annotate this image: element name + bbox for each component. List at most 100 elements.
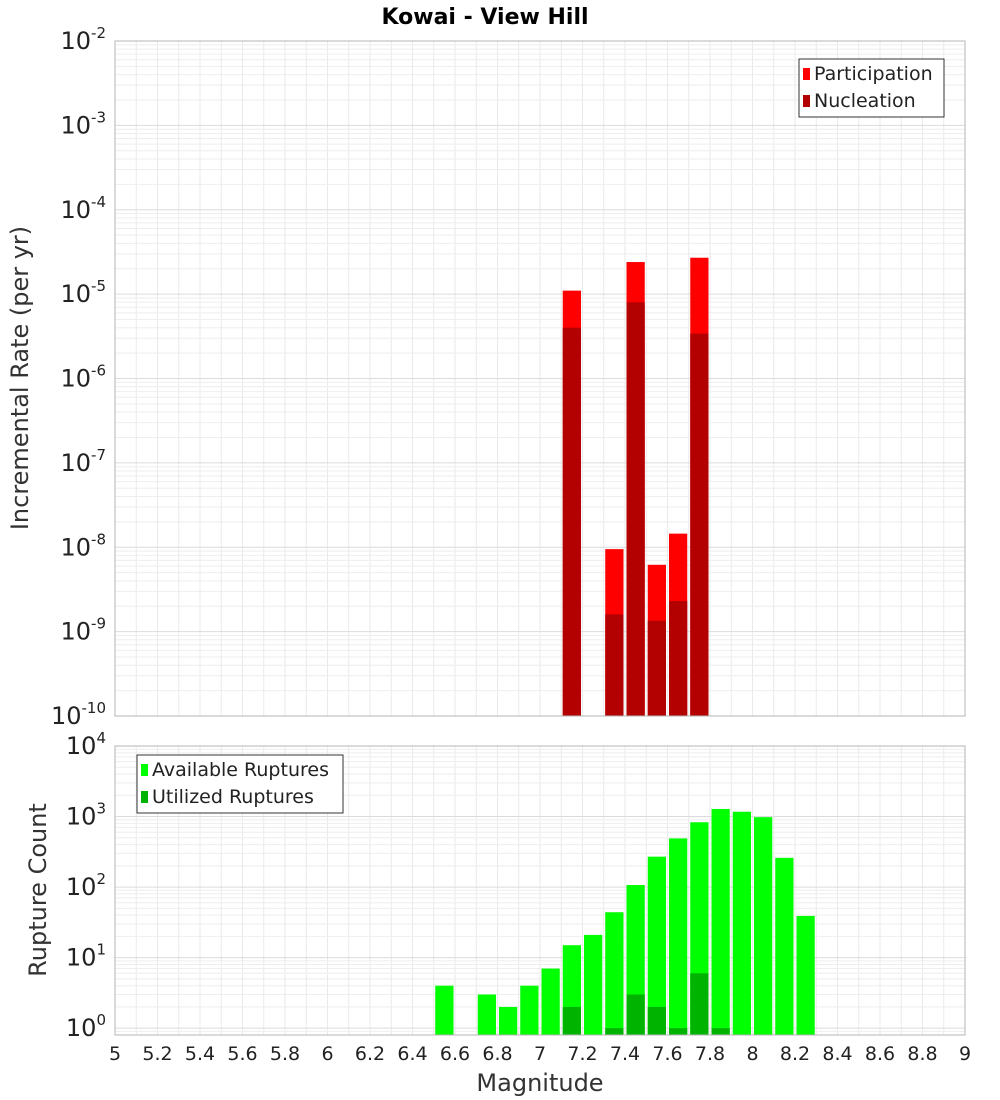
x-tick-label: 8 bbox=[746, 1043, 758, 1065]
y-tick-exponent: 0 bbox=[96, 1011, 106, 1029]
y-tick-label: 10-8 bbox=[60, 530, 106, 561]
y-tick-base: 10 bbox=[60, 365, 91, 393]
rate-plot-frame bbox=[114, 40, 966, 717]
y-tick-label: 102 bbox=[66, 870, 106, 901]
bar-overlay-7-35 bbox=[605, 1028, 624, 1035]
legend-label: Utilized Ruptures bbox=[152, 786, 314, 808]
y-tick-exponent: -3 bbox=[91, 108, 106, 126]
y-tick-exponent: -2 bbox=[91, 24, 106, 42]
y-tick-base: 10 bbox=[66, 944, 97, 972]
bar-7-35 bbox=[605, 912, 624, 1035]
bar-overlay-7-75 bbox=[690, 333, 709, 716]
legend-swatch bbox=[803, 95, 810, 107]
bar-overlay-7-55 bbox=[647, 1006, 666, 1035]
x-tick-label: 6.2 bbox=[355, 1043, 385, 1065]
x-tick-label: 7 bbox=[534, 1043, 546, 1065]
bar-7-25 bbox=[584, 934, 603, 1035]
y-tick-exponent: -5 bbox=[91, 277, 106, 295]
y-tick-base: 10 bbox=[60, 111, 91, 139]
legend-label: Participation bbox=[814, 63, 933, 85]
x-tick-label: 6.4 bbox=[397, 1043, 427, 1065]
legend-swatch bbox=[141, 764, 148, 776]
bar-overlay-7-65 bbox=[669, 1028, 688, 1035]
legend-box bbox=[136, 754, 344, 814]
bar-7-65 bbox=[669, 838, 688, 1035]
y-tick-base: 10 bbox=[60, 280, 91, 308]
magnitude-x-tick-labels: 5 5.2 5.4 5.6 5.8 6 6.2 6.4 6.6 6.8 7 7.2 7.4 7.6 7.8 8… bbox=[109, 1043, 971, 1065]
y-tick-label: 10-3 bbox=[60, 108, 106, 139]
legend-swatch bbox=[803, 68, 810, 80]
bar-overlay-7-65 bbox=[669, 601, 688, 716]
y-tick-base: 10 bbox=[66, 1014, 97, 1042]
bar-overlay-7-35 bbox=[605, 614, 624, 716]
y-tick-base: 10 bbox=[66, 873, 97, 901]
y-tick-exponent: -4 bbox=[91, 193, 106, 211]
rate-y-axis-label: Incremental Rate (per yr) bbox=[6, 226, 34, 530]
x-tick-label: 7.8 bbox=[695, 1043, 725, 1065]
y-tick-label: 10-9 bbox=[60, 615, 106, 646]
bar-8-05 bbox=[754, 817, 773, 1035]
y-tick-label: 10-10 bbox=[51, 699, 106, 730]
bar-overlay-7-45 bbox=[626, 994, 645, 1035]
count-y-axis-label: Rupture Count bbox=[24, 803, 52, 977]
bar-7-85 bbox=[711, 808, 730, 1035]
rate-grid bbox=[114, 41, 966, 717]
rate-legend: Participation Nucleation bbox=[798, 58, 945, 118]
x-tick-label: 7.2 bbox=[567, 1043, 597, 1065]
y-tick-label: 10-7 bbox=[60, 446, 106, 477]
legend-box bbox=[798, 58, 945, 118]
bar-overlay-7-45 bbox=[626, 302, 645, 716]
x-tick-label: 6 bbox=[321, 1043, 333, 1065]
y-tick-exponent: 4 bbox=[96, 729, 106, 747]
y-tick-label: 100 bbox=[66, 1011, 106, 1042]
count-plot-frame bbox=[114, 745, 966, 1036]
x-tick-label: 8.6 bbox=[865, 1043, 895, 1065]
y-tick-base: 10 bbox=[60, 196, 91, 224]
x-tick-label: 5.8 bbox=[270, 1043, 300, 1065]
y-tick-exponent: -6 bbox=[91, 362, 106, 380]
x-tick-label: 5.6 bbox=[227, 1043, 257, 1065]
y-tick-label: 10-6 bbox=[60, 362, 106, 393]
y-tick-label: 101 bbox=[66, 941, 106, 972]
bar-6-75 bbox=[477, 994, 496, 1035]
legend-label: Nucleation bbox=[814, 90, 916, 112]
y-tick-exponent: -7 bbox=[91, 446, 106, 464]
x-tick-label: 6.6 bbox=[440, 1043, 470, 1065]
y-tick-exponent: -9 bbox=[91, 615, 106, 633]
y-tick-label: 10-4 bbox=[60, 193, 106, 224]
x-tick-label: 5.4 bbox=[185, 1043, 215, 1065]
count-grid bbox=[114, 746, 966, 1036]
x-tick-label: 8.8 bbox=[907, 1043, 937, 1065]
y-tick-base: 10 bbox=[66, 732, 97, 760]
y-tick-base: 10 bbox=[60, 449, 91, 477]
y-tick-base: 10 bbox=[60, 533, 91, 561]
x-tick-label: 9 bbox=[959, 1043, 971, 1065]
y-tick-base: 10 bbox=[60, 27, 91, 55]
y-tick-label: 104 bbox=[66, 729, 106, 760]
bar-8-15 bbox=[775, 857, 794, 1035]
y-tick-base: 10 bbox=[51, 702, 82, 730]
y-tick-exponent: -10 bbox=[82, 699, 107, 717]
x-tick-label: 7.6 bbox=[652, 1043, 682, 1065]
bar-overlay-7-15 bbox=[562, 1006, 581, 1035]
count-legend: Available Ruptures Utilized Ruptures bbox=[136, 754, 344, 814]
y-tick-exponent: -8 bbox=[91, 530, 106, 548]
bar-6-85 bbox=[499, 1006, 518, 1035]
bar-7-55 bbox=[647, 856, 666, 1035]
x-tick-label: 6.8 bbox=[482, 1043, 512, 1065]
y-tick-base: 10 bbox=[60, 618, 91, 646]
magnitude-x-axis-label: Magnitude bbox=[476, 1069, 603, 1097]
y-tick-exponent: 3 bbox=[96, 800, 106, 818]
y-tick-label: 10-5 bbox=[60, 277, 106, 308]
bar-overlay-7-75 bbox=[690, 973, 709, 1035]
legend-swatch bbox=[141, 791, 148, 803]
x-tick-label: 5 bbox=[109, 1043, 121, 1065]
bar-6-95 bbox=[520, 985, 539, 1035]
x-tick-label: 8.4 bbox=[822, 1043, 852, 1065]
bar-7-95 bbox=[732, 811, 751, 1035]
